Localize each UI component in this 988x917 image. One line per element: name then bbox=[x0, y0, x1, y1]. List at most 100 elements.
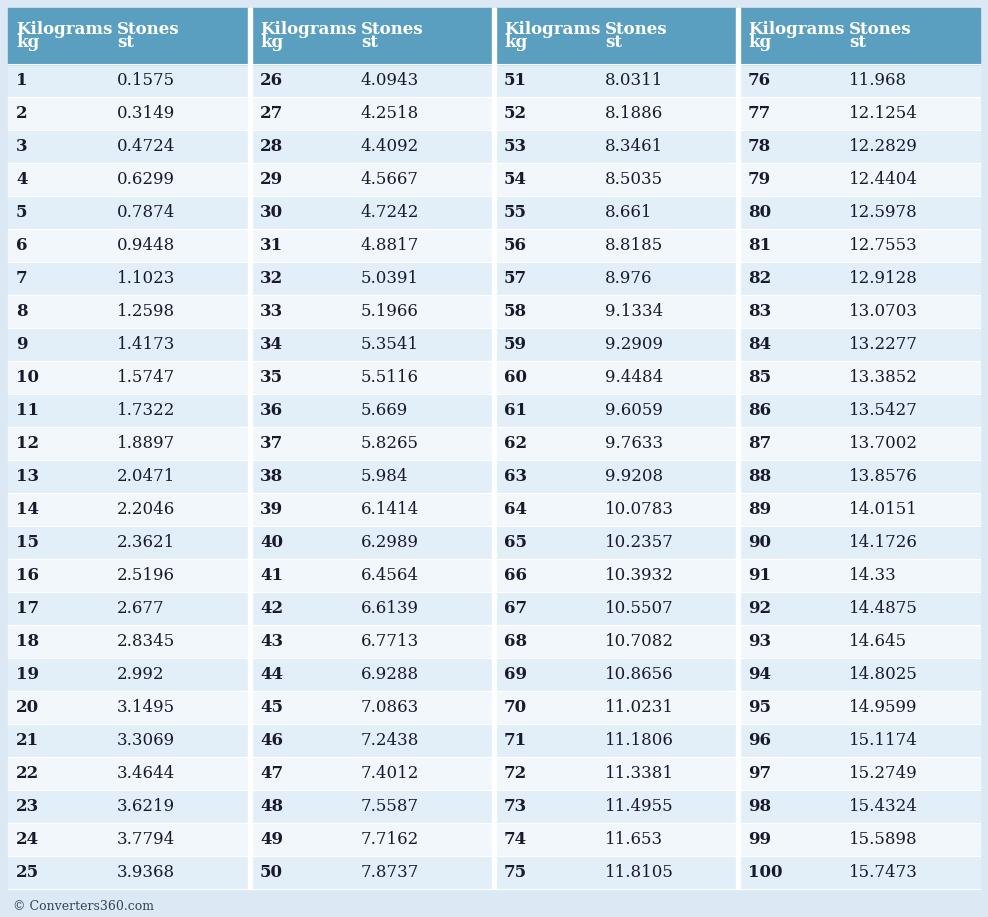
Text: 56: 56 bbox=[504, 237, 527, 254]
Text: 49: 49 bbox=[260, 831, 283, 848]
Text: 92: 92 bbox=[748, 600, 771, 617]
Text: Stones: Stones bbox=[605, 21, 668, 39]
Bar bbox=[8, 757, 248, 790]
Bar bbox=[8, 856, 248, 889]
Text: 50: 50 bbox=[260, 864, 283, 881]
Text: 4.0943: 4.0943 bbox=[361, 72, 419, 89]
Bar bbox=[740, 460, 980, 493]
Text: 82: 82 bbox=[748, 270, 772, 287]
Bar bbox=[8, 790, 248, 823]
Text: 11: 11 bbox=[16, 402, 39, 419]
Bar bbox=[496, 229, 736, 262]
Bar bbox=[496, 625, 736, 658]
Bar bbox=[252, 394, 492, 427]
Text: 6.2989: 6.2989 bbox=[361, 534, 419, 551]
Text: 7.0863: 7.0863 bbox=[361, 699, 419, 716]
Text: st: st bbox=[849, 34, 865, 50]
Text: 69: 69 bbox=[504, 666, 527, 683]
Bar bbox=[252, 625, 492, 658]
Text: 62: 62 bbox=[504, 435, 528, 452]
Text: 14.645: 14.645 bbox=[849, 633, 907, 650]
Bar bbox=[740, 130, 980, 163]
Bar bbox=[496, 460, 736, 493]
Bar bbox=[8, 658, 248, 691]
Text: 11.653: 11.653 bbox=[605, 831, 663, 848]
Text: 1.5747: 1.5747 bbox=[117, 369, 175, 386]
Bar bbox=[496, 328, 736, 361]
Text: 88: 88 bbox=[748, 468, 772, 485]
Text: 64: 64 bbox=[504, 501, 527, 518]
Bar bbox=[496, 658, 736, 691]
Text: 47: 47 bbox=[260, 765, 284, 782]
Bar bbox=[740, 295, 980, 328]
Text: 9.4484: 9.4484 bbox=[605, 369, 663, 386]
Text: 10.7082: 10.7082 bbox=[605, 633, 674, 650]
Text: 3.4644: 3.4644 bbox=[117, 765, 175, 782]
Bar bbox=[496, 493, 736, 526]
Text: 77: 77 bbox=[748, 105, 772, 122]
Bar bbox=[740, 361, 980, 394]
Text: 2.3621: 2.3621 bbox=[117, 534, 175, 551]
Text: 30: 30 bbox=[260, 204, 284, 221]
Text: 67: 67 bbox=[504, 600, 528, 617]
Bar bbox=[8, 625, 248, 658]
Text: 4.5667: 4.5667 bbox=[361, 171, 419, 188]
Text: 5.3541: 5.3541 bbox=[361, 336, 419, 353]
Bar bbox=[740, 526, 980, 559]
Bar bbox=[740, 823, 980, 856]
Bar bbox=[740, 427, 980, 460]
Bar bbox=[496, 295, 736, 328]
Bar bbox=[252, 724, 492, 757]
Text: 43: 43 bbox=[260, 633, 284, 650]
Text: 2.2046: 2.2046 bbox=[117, 501, 175, 518]
Text: 4.4092: 4.4092 bbox=[361, 138, 419, 155]
Text: 15.2749: 15.2749 bbox=[849, 765, 918, 782]
Text: 78: 78 bbox=[748, 138, 772, 155]
Text: 26: 26 bbox=[260, 72, 284, 89]
Bar bbox=[496, 163, 736, 196]
Bar bbox=[8, 163, 248, 196]
Bar bbox=[740, 856, 980, 889]
Text: 5: 5 bbox=[16, 204, 28, 221]
Text: 5.5116: 5.5116 bbox=[361, 369, 419, 386]
Text: 24: 24 bbox=[16, 831, 40, 848]
Text: 70: 70 bbox=[504, 699, 528, 716]
Text: Stones: Stones bbox=[361, 21, 424, 39]
Text: 12.4404: 12.4404 bbox=[849, 171, 918, 188]
Text: 75: 75 bbox=[504, 864, 528, 881]
Text: st: st bbox=[605, 34, 621, 50]
Bar bbox=[740, 163, 980, 196]
Text: 10.2357: 10.2357 bbox=[605, 534, 674, 551]
Bar bbox=[252, 493, 492, 526]
Text: 14.0151: 14.0151 bbox=[849, 501, 918, 518]
Text: 14.33: 14.33 bbox=[849, 567, 896, 584]
Bar bbox=[8, 724, 248, 757]
Bar bbox=[252, 295, 492, 328]
Text: 38: 38 bbox=[260, 468, 284, 485]
Text: 11.4955: 11.4955 bbox=[605, 798, 674, 815]
Text: 51: 51 bbox=[504, 72, 527, 89]
Text: 25: 25 bbox=[16, 864, 40, 881]
Bar bbox=[496, 130, 736, 163]
Text: 3.3069: 3.3069 bbox=[117, 732, 175, 749]
Text: 15.1174: 15.1174 bbox=[849, 732, 918, 749]
Text: 91: 91 bbox=[748, 567, 771, 584]
Text: 18: 18 bbox=[16, 633, 40, 650]
Text: 10: 10 bbox=[16, 369, 39, 386]
Text: 53: 53 bbox=[504, 138, 528, 155]
Text: 2.677: 2.677 bbox=[117, 600, 164, 617]
Bar bbox=[252, 856, 492, 889]
Text: 71: 71 bbox=[504, 732, 528, 749]
Bar bbox=[740, 724, 980, 757]
Text: 73: 73 bbox=[504, 798, 528, 815]
Bar bbox=[740, 328, 980, 361]
Text: 3.7794: 3.7794 bbox=[117, 831, 175, 848]
Bar bbox=[496, 790, 736, 823]
Bar bbox=[8, 460, 248, 493]
Text: 11.1806: 11.1806 bbox=[605, 732, 674, 749]
Bar bbox=[496, 8, 736, 64]
Text: 11.3381: 11.3381 bbox=[605, 765, 674, 782]
Bar bbox=[8, 328, 248, 361]
Bar bbox=[252, 427, 492, 460]
Text: 79: 79 bbox=[748, 171, 771, 188]
